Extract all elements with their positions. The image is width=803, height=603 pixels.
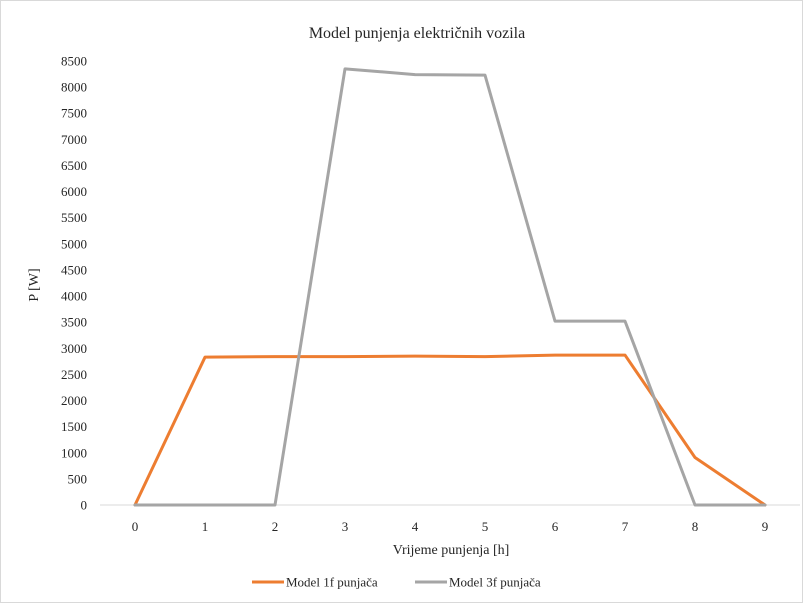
- y-tick-label: 8500: [61, 54, 87, 69]
- series-line-2: [133, 67, 767, 507]
- y-tick-label: 5500: [61, 210, 87, 225]
- y-tick-label: 2500: [61, 367, 87, 382]
- legend-label-1: Model 1f punjača: [286, 575, 378, 590]
- y-tick-label: 5000: [61, 236, 87, 251]
- chart-title: Model punjenja električnih vozila: [309, 25, 525, 42]
- x-tick-label: 4: [412, 519, 419, 534]
- y-tick-label: 4000: [61, 289, 87, 304]
- y-tick-label: 6500: [61, 158, 87, 173]
- x-tick-label: 9: [762, 519, 769, 534]
- x-tick-label: 2: [272, 519, 279, 534]
- x-tick-label: 7: [622, 519, 629, 534]
- x-tick-label: 1: [202, 519, 209, 534]
- y-tick-label: 4500: [61, 262, 87, 277]
- x-axis-label: Vrijeme punjenja [h]: [393, 543, 510, 558]
- y-tick-label: 0: [81, 498, 88, 513]
- x-tick-label: 6: [552, 519, 559, 534]
- y-tick-label: 3500: [61, 315, 87, 330]
- y-tick-label: 7500: [61, 106, 87, 121]
- y-tick-label: 2000: [61, 393, 87, 408]
- y-tick-label: 1500: [61, 419, 87, 434]
- y-tick-label: 7000: [61, 132, 87, 147]
- y-tick-label: 6000: [61, 184, 87, 199]
- y-axis-label: P [W]: [27, 268, 42, 301]
- x-tick-label: 8: [692, 519, 699, 534]
- x-tick-label: 3: [342, 519, 349, 534]
- series-line-1: [133, 353, 767, 507]
- y-tick-label: 8000: [61, 80, 87, 95]
- x-tick-label: 0: [132, 519, 139, 534]
- y-axis-ticks: 0 500 1000 1500 2000 2500 3000 3500 4000 4500 5000…: [61, 54, 87, 513]
- y-tick-label: 3000: [61, 341, 87, 356]
- y-tick-label: 500: [68, 471, 88, 486]
- legend-label-2: Model 3f punjača: [449, 575, 541, 590]
- series-layer: [133, 67, 767, 507]
- y-tick-label: 1000: [61, 445, 87, 460]
- x-tick-label: 5: [482, 519, 489, 534]
- x-axis-ticks: 0 1 2 3 4 5 6 7 8 9: [132, 519, 769, 534]
- legend: Model 1f punjača Model 3f punjača: [252, 575, 541, 590]
